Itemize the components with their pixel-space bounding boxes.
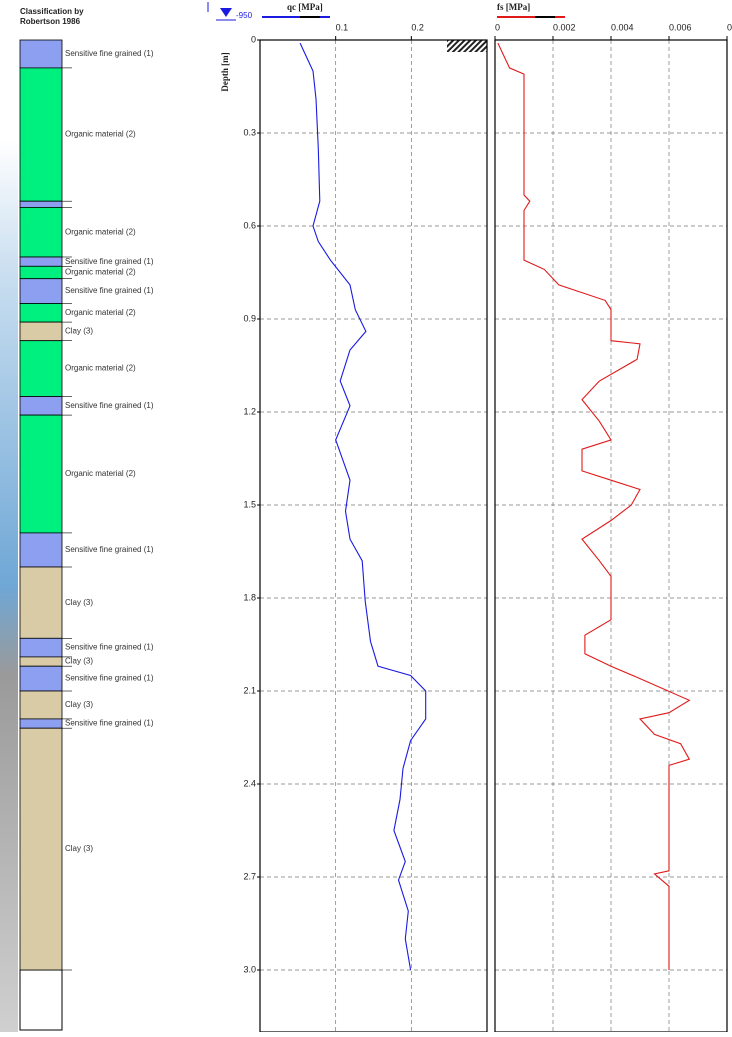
y-tick-label: 0.6: [243, 220, 256, 230]
soil-layer: [20, 666, 62, 691]
y-tick-label: 1.2: [243, 406, 256, 416]
layer-label: Organic material (2): [65, 308, 136, 317]
soil-layer: [20, 257, 62, 266]
layer-label: Organic material (2): [65, 130, 136, 139]
soil-layer: [20, 533, 62, 567]
layer-label: Sensitive fine grained (1): [65, 257, 154, 266]
layer-label: Sensitive fine grained (1): [65, 401, 154, 410]
empty-layer: [20, 970, 62, 1030]
plot-frame: [260, 40, 487, 1032]
water-marker: [220, 8, 232, 17]
y-tick-label: 2.4: [243, 778, 256, 788]
x-axis-label: fs [MPa]: [497, 2, 530, 12]
x-tick-label: 0.008: [727, 22, 732, 32]
layer-label: Sensitive fine grained (1): [65, 674, 154, 683]
layer-label: Organic material (2): [65, 268, 136, 277]
layer-label: Organic material (2): [65, 469, 136, 478]
background-photo: [0, 140, 18, 1032]
soil-layer: [20, 415, 62, 533]
soil-layer: [20, 322, 62, 341]
y-tick-label: 0.9: [243, 313, 256, 323]
data-line: [300, 43, 426, 970]
x-tick-label: 0.006: [669, 22, 692, 32]
layer-label: Sensitive fine grained (1): [65, 49, 154, 58]
soil-layer: [20, 638, 62, 657]
soil-layer: [20, 719, 62, 728]
page: {"classification": { "title": ["Classifi…: [0, 0, 732, 1032]
layer-label: Sensitive fine grained (1): [65, 719, 154, 728]
y-tick-label: 0.3: [243, 127, 256, 137]
data-line: [498, 43, 689, 970]
x-tick-label: 0.1: [336, 22, 349, 32]
soil-layer: [20, 341, 62, 397]
y-axis-label: Depth [m]: [220, 52, 230, 91]
y-tick-label: 3.0: [243, 964, 256, 974]
layer-label: Sensitive fine grained (1): [65, 643, 154, 652]
layer-label: Organic material (2): [65, 364, 136, 373]
hatch-box: [447, 40, 487, 52]
cpt-log: Classification by Robertson 1986 -950 Se…: [0, 0, 732, 1032]
x-tick-label: 0: [495, 22, 500, 32]
x-tick-label: 0.004: [611, 22, 634, 32]
x-axis-label: qc [MPa]: [287, 2, 323, 12]
y-tick-label: 2.1: [243, 685, 256, 695]
classification-title: Robertson 1986: [20, 17, 81, 26]
soil-layer: [20, 691, 62, 719]
y-tick-label: 1.5: [243, 499, 256, 509]
y-tick-label: 2.7: [243, 871, 256, 881]
soil-layer: [20, 567, 62, 638]
layer-label: Clay (3): [65, 700, 93, 709]
y-tick-label: 1.8: [243, 592, 256, 602]
soil-layer: [20, 68, 62, 201]
soil-layer: [20, 207, 62, 257]
soil-layer: [20, 397, 62, 416]
soil-layer: [20, 266, 62, 278]
water-level-label: -950: [236, 11, 253, 20]
soil-layer: [20, 201, 62, 207]
layer-label: Organic material (2): [65, 227, 136, 236]
soil-layer: [20, 279, 62, 304]
layer-label: Sensitive fine grained (1): [65, 545, 154, 554]
soil-layer: [20, 728, 62, 970]
layer-label: Clay (3): [65, 327, 93, 336]
x-tick-label: 0.2: [411, 22, 424, 32]
soil-layer: [20, 40, 62, 68]
soil-layer: [20, 657, 62, 666]
x-tick-label: 0.002: [553, 22, 576, 32]
layer-label: Clay (3): [65, 844, 93, 853]
layer-label: Sensitive fine grained (1): [65, 286, 154, 295]
soil-layer: [20, 304, 62, 323]
layer-label: Clay (3): [65, 657, 93, 666]
layer-label: Clay (3): [65, 598, 93, 607]
y-tick-label: 0: [251, 34, 256, 44]
classification-title: Classification by: [20, 7, 84, 16]
